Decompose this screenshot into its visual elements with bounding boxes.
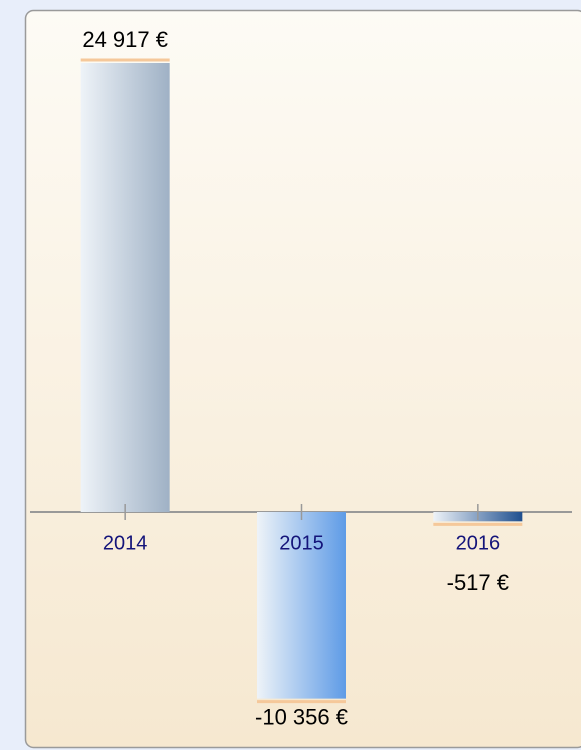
x-tick-label: 2016: [456, 532, 501, 554]
value-label: 24 917 €: [82, 27, 168, 52]
bar: [257, 512, 346, 699]
value-label: -517 €: [447, 570, 509, 595]
value-label: -10 356 €: [255, 704, 348, 729]
x-tick-label: 2014: [103, 532, 148, 554]
bar: [80, 63, 170, 512]
x-tick-label: 2015: [279, 532, 324, 554]
